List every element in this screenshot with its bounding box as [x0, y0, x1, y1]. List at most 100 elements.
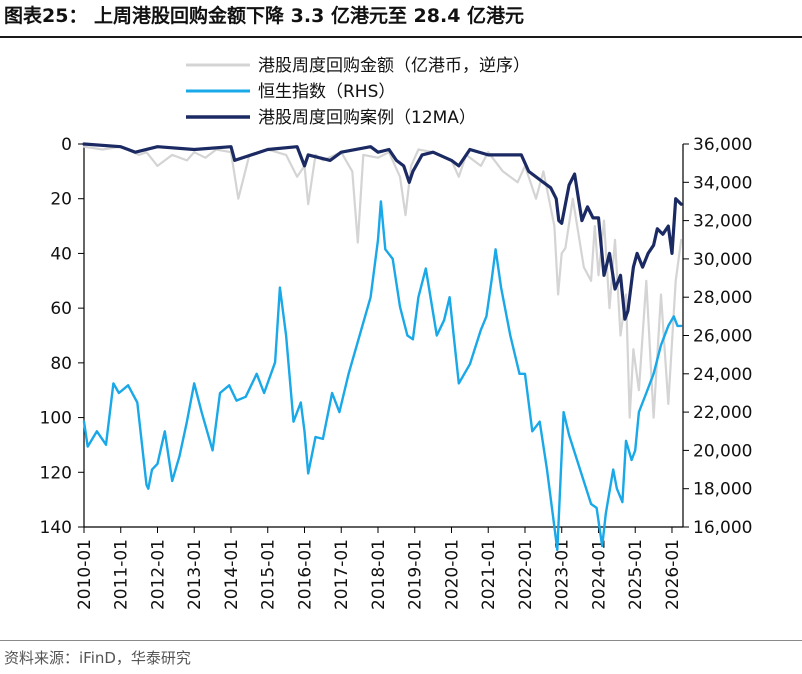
- data-point: [102, 149, 103, 150]
- data-point: [614, 288, 615, 289]
- data-point: [286, 335, 287, 336]
- data-point: [569, 435, 570, 436]
- data-point: [236, 400, 237, 401]
- data-point: [671, 253, 672, 254]
- data-point: [653, 417, 654, 418]
- data-point: [653, 373, 654, 374]
- data-point: [151, 469, 152, 470]
- data-point: [279, 287, 280, 288]
- data-point: [629, 417, 630, 418]
- data-point: [83, 421, 84, 422]
- data-point: [622, 502, 623, 503]
- data-point: [444, 320, 445, 321]
- data-point: [405, 215, 406, 216]
- data-point: [396, 160, 397, 161]
- right-axis-tick-label: 20,000: [693, 441, 752, 461]
- data-point: [627, 310, 628, 311]
- data-point: [139, 154, 140, 155]
- data-point: [625, 440, 626, 441]
- data-point: [646, 392, 647, 393]
- data-point: [245, 396, 246, 397]
- right-axis-tick-label: 16,000: [693, 518, 752, 538]
- data-point: [205, 157, 206, 158]
- data-point: [591, 280, 592, 281]
- data-point: [83, 146, 84, 147]
- data-point: [422, 154, 423, 155]
- weekly-buyback-cases-12ma-line: [82, 142, 683, 321]
- data-point: [480, 165, 481, 166]
- data-point: [668, 226, 669, 227]
- data-point: [418, 297, 419, 298]
- x-axis-tick-label: 2017-01: [332, 539, 352, 610]
- left-axis-tick-label: 20: [50, 190, 72, 210]
- data-point: [524, 373, 525, 374]
- x-axis-tick-label: 2021-01: [479, 539, 499, 610]
- data-point: [681, 239, 682, 240]
- data-point: [592, 217, 593, 218]
- data-point: [322, 438, 323, 439]
- data-point: [591, 503, 592, 504]
- data-point: [609, 253, 610, 254]
- right-axis-tick-label: 24,000: [693, 365, 752, 385]
- data-point: [256, 373, 257, 374]
- data-point: [157, 463, 158, 464]
- data-point: [458, 165, 459, 166]
- x-axis-tick-label: 2016-01: [295, 539, 315, 610]
- data-point: [403, 165, 404, 166]
- legend-item-weekly-amount-label: 港股周度回购金额（亿港币，逆序）: [258, 56, 530, 76]
- x-axis-tick-label: 2019-01: [406, 539, 426, 610]
- data-point: [304, 165, 305, 166]
- data-point: [194, 152, 195, 153]
- right-axis-tick-label: 32,000: [693, 212, 752, 232]
- data-point: [186, 421, 187, 422]
- data-point: [614, 239, 615, 240]
- data-point: [407, 335, 408, 336]
- data-point: [502, 154, 503, 155]
- data-point: [433, 152, 434, 153]
- data-point: [653, 245, 654, 246]
- data-point: [148, 488, 149, 489]
- data-point: [528, 171, 529, 172]
- data-point: [631, 459, 632, 460]
- data-point: [377, 239, 378, 240]
- data-point: [267, 149, 268, 150]
- data-point: [510, 335, 511, 336]
- data-point: [565, 247, 566, 248]
- data-point: [668, 325, 669, 326]
- data-point: [436, 335, 437, 336]
- left-axis-tick-label: 100: [40, 409, 72, 429]
- data-point: [113, 383, 114, 384]
- data-point: [157, 146, 158, 147]
- data-point: [539, 179, 540, 180]
- data-point: [304, 431, 305, 432]
- left-axis-tick-label: 80: [50, 354, 72, 374]
- data-point: [275, 362, 276, 363]
- data-point: [264, 392, 265, 393]
- data-point: [519, 373, 520, 374]
- x-axis-tick-label: 2023-01: [553, 539, 573, 610]
- data-point: [594, 226, 595, 227]
- data-point: [633, 349, 634, 350]
- right-axis-tick-label: 22,000: [693, 403, 752, 423]
- data-point: [616, 488, 617, 489]
- data-point: [635, 450, 636, 451]
- data-point: [581, 220, 582, 221]
- data-point: [135, 152, 136, 153]
- data-point: [488, 154, 489, 155]
- footer-divider: [0, 640, 802, 641]
- data-point: [286, 154, 287, 155]
- data-point: [146, 484, 147, 485]
- x-axis-tick-label: 2025-01: [626, 539, 646, 610]
- data-point: [449, 297, 450, 298]
- data-point: [583, 267, 584, 268]
- data-point: [557, 549, 558, 550]
- data-point: [469, 364, 470, 365]
- data-point: [558, 220, 559, 221]
- data-point: [673, 316, 674, 317]
- data-point: [480, 329, 481, 330]
- data-point: [675, 198, 676, 199]
- data-point: [458, 383, 459, 384]
- data-point: [380, 201, 381, 202]
- data-point: [359, 335, 360, 336]
- data-point: [411, 165, 412, 166]
